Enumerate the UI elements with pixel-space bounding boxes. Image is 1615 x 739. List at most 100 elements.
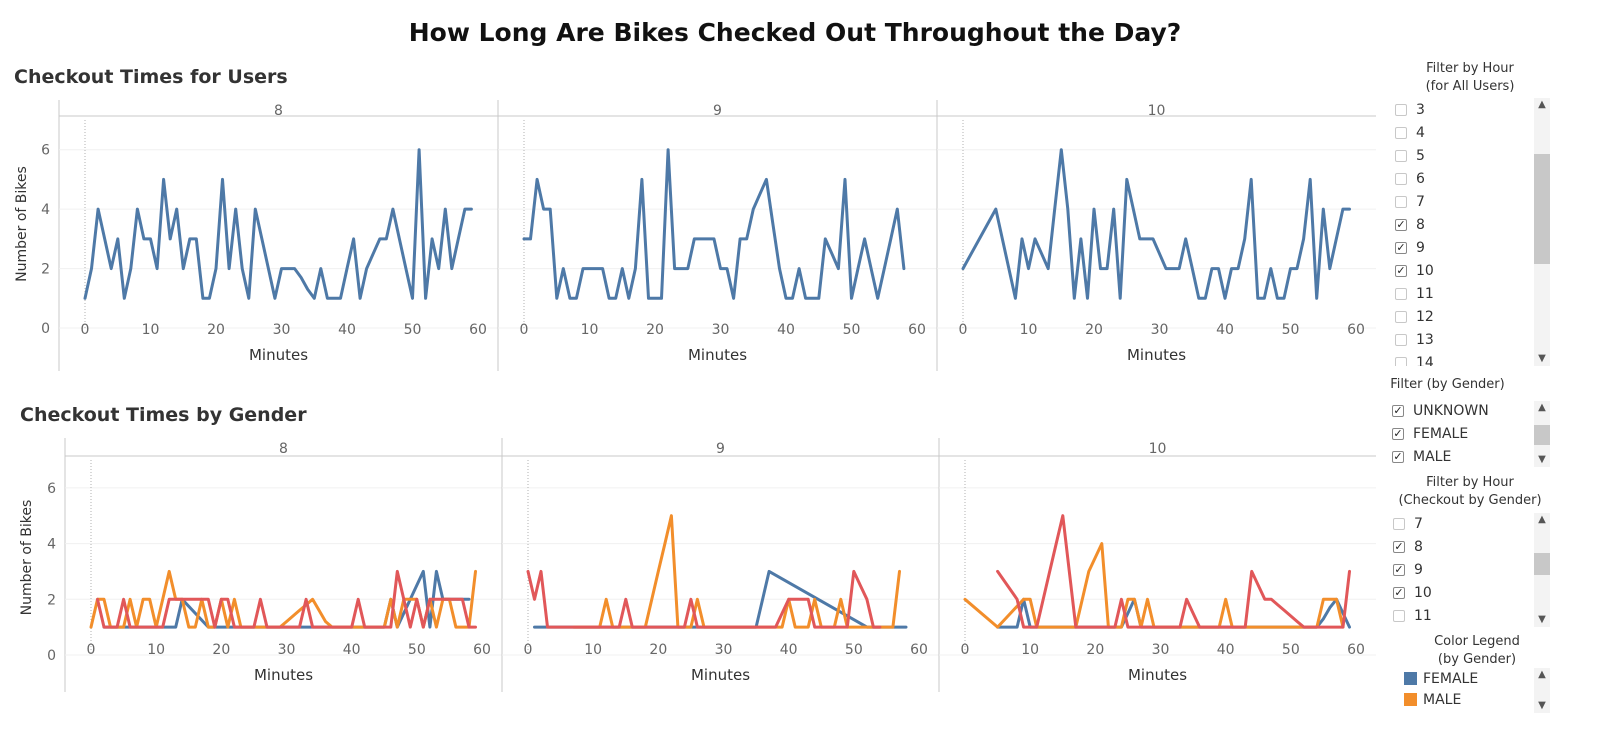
checkbox-unchecked-icon[interactable]: [1393, 609, 1405, 622]
checkbox-unchecked-icon[interactable]: [1395, 287, 1407, 300]
gender-filter-item-label: MALE: [1413, 448, 1452, 465]
x-tick-label: 20: [207, 322, 225, 338]
hour-filter-item-12[interactable]: 12: [1395, 305, 1530, 328]
hour-filter-item-label: 14: [1416, 354, 1434, 367]
checkbox-checked-icon[interactable]: ✓: [1392, 426, 1404, 440]
checkbox-checked-icon[interactable]: ✓: [1392, 449, 1404, 463]
x-tick-label: 50: [404, 322, 422, 338]
y-axis-label: Number of Bikes: [19, 500, 35, 616]
legend-item-male[interactable]: MALE: [1404, 689, 1532, 710]
checkbox-unchecked-icon[interactable]: [1395, 356, 1407, 366]
checkbox-unchecked-icon[interactable]: [1395, 172, 1407, 185]
hour-filter-item-10[interactable]: ✓ 10: [1395, 259, 1530, 282]
scroll-up-icon[interactable]: ▲: [1538, 99, 1546, 110]
hour-gender-filter-scrollbar[interactable]: ▲ ▼: [1534, 513, 1550, 627]
x-tick-label: 40: [343, 642, 361, 658]
hour-gender-filter-item-7[interactable]: 7: [1393, 512, 1528, 535]
x-tick-label: 30: [1151, 322, 1169, 338]
scroll-thumb[interactable]: [1534, 154, 1550, 264]
hour-filter-item-9[interactable]: ✓ 9: [1395, 236, 1530, 259]
y-tick-label: 0: [41, 321, 50, 337]
hour-gender-filter-item-11[interactable]: 11: [1393, 604, 1528, 627]
y-tick-label: 6: [47, 481, 56, 497]
scroll-thumb[interactable]: [1534, 553, 1550, 575]
x-tick-label: 60: [908, 322, 926, 338]
color-legend-title-line2: (by Gender): [1437, 652, 1517, 667]
hour-filter-item-3[interactable]: 3: [1395, 98, 1530, 121]
scroll-down-icon[interactable]: ▼: [1538, 353, 1546, 364]
checkbox-unchecked-icon[interactable]: [1395, 333, 1407, 346]
hour-gender-filter-item-8[interactable]: ✓ 8: [1393, 535, 1528, 558]
x-tick-label: 40: [338, 322, 356, 338]
hour-filter-item-6[interactable]: 6: [1395, 167, 1530, 190]
x-tick-label: 10: [147, 642, 165, 658]
hour-filter-item-7[interactable]: 7: [1395, 190, 1530, 213]
hour-gender-filter-item-9[interactable]: ✓ 9: [1393, 558, 1528, 581]
x-tick-label: 20: [646, 322, 664, 338]
x-axis-title: Minutes: [1128, 666, 1187, 684]
checkbox-checked-icon[interactable]: ✓: [1395, 240, 1407, 254]
hour-gender-filter-item-label: 8: [1414, 538, 1423, 555]
hour-gender-filter-title: Filter by Hour (Checkout by Gender): [1395, 474, 1545, 510]
x-tick-label: 60: [469, 322, 487, 338]
checkbox-checked-icon[interactable]: ✓: [1395, 263, 1407, 277]
hour-filter-item-label: 12: [1416, 308, 1434, 325]
checkbox-unchecked-icon[interactable]: [1395, 195, 1407, 208]
x-tick-label: 0: [87, 642, 96, 658]
gender-filter-scrollbar[interactable]: ▲ ▼: [1534, 401, 1550, 467]
checkbox-unchecked-icon[interactable]: [1393, 517, 1405, 530]
scroll-down-icon[interactable]: ▼: [1538, 454, 1546, 465]
panel-hour-10: 10 0 10 20 30 40 50 60 Minutes: [936, 100, 1376, 371]
panel-hour-9: 9 0 10 20 30 40 50 60 Minutes: [501, 438, 939, 692]
panel-header: 9: [716, 441, 725, 457]
checkbox-checked-icon[interactable]: ✓: [1393, 539, 1405, 553]
x-tick-label: 40: [1216, 322, 1234, 338]
hour-filter-list: 3 4 5 6 7 ✓ 8 ✓ 9 ✓ 10 11 12 13 14: [1395, 98, 1530, 366]
legend-scrollbar[interactable]: ▲ ▼: [1534, 668, 1550, 713]
gender-filter-item-unknown[interactable]: ✓ UNKNOWN: [1392, 399, 1532, 422]
y-tick-label: 2: [47, 592, 56, 608]
scroll-thumb[interactable]: [1534, 425, 1550, 445]
legend-item-female[interactable]: FEMALE: [1404, 668, 1532, 689]
series-line-male-hour-8: [89, 569, 477, 629]
hour-filter-item-label: 3: [1416, 101, 1425, 118]
checkbox-checked-icon[interactable]: ✓: [1393, 585, 1405, 599]
x-tick-label: 50: [845, 642, 863, 658]
hour-filter-item-13[interactable]: 13: [1395, 328, 1530, 351]
hour-filter-item-5[interactable]: 5: [1395, 144, 1530, 167]
x-axis-title: Minutes: [688, 346, 747, 364]
checkbox-unchecked-icon[interactable]: [1395, 149, 1407, 162]
scroll-up-icon[interactable]: ▲: [1538, 514, 1546, 525]
gender-section-title: Checkout Times by Gender: [20, 404, 307, 426]
gender-filter-item-male[interactable]: ✓ MALE: [1392, 445, 1532, 468]
scroll-up-icon[interactable]: ▲: [1538, 402, 1546, 413]
x-tick-label: 30: [278, 642, 296, 658]
gender-filter-item-female[interactable]: ✓ FEMALE: [1392, 422, 1532, 445]
series-line-male-hour-10: [963, 542, 1345, 629]
scroll-up-icon[interactable]: ▲: [1538, 669, 1546, 680]
checkbox-checked-icon[interactable]: ✓: [1393, 562, 1405, 576]
hour-filter-item-14[interactable]: 14: [1395, 351, 1530, 366]
hour-filter-item-8[interactable]: ✓ 8: [1395, 213, 1530, 236]
hour-filter-scrollbar[interactable]: ▲ ▼: [1534, 98, 1550, 366]
x-axis-title: Minutes: [691, 666, 750, 684]
legend-swatch: [1404, 693, 1417, 706]
scroll-down-icon[interactable]: ▼: [1538, 700, 1546, 711]
x-tick-label: 30: [712, 322, 730, 338]
checkbox-checked-icon[interactable]: ✓: [1395, 217, 1407, 231]
scroll-down-icon[interactable]: ▼: [1538, 614, 1546, 625]
checkbox-checked-icon[interactable]: ✓: [1392, 403, 1404, 417]
hour-gender-filter-item-10[interactable]: ✓ 10: [1393, 581, 1528, 604]
hour-filter-item-4[interactable]: 4: [1395, 121, 1530, 144]
color-legend-title-line1: Color Legend: [1434, 634, 1520, 649]
x-tick-label: 10: [581, 322, 599, 338]
gender-filter-list: ✓ UNKNOWN ✓ FEMALE ✓ MALE: [1392, 399, 1532, 469]
checkbox-unchecked-icon[interactable]: [1395, 103, 1407, 116]
checkbox-unchecked-icon[interactable]: [1395, 126, 1407, 139]
x-axis-title: Minutes: [249, 346, 308, 364]
hour-gender-filter-item-label: 7: [1414, 515, 1423, 532]
checkbox-unchecked-icon[interactable]: [1395, 310, 1407, 323]
hour-filter-title: Filter by Hour (for All Users): [1395, 60, 1545, 96]
users-chart: Number of Bikes 0 2 4 6 8 0 10 20 30 40 50 60 Minutes…: [14, 100, 1376, 371]
hour-filter-item-11[interactable]: 11: [1395, 282, 1530, 305]
